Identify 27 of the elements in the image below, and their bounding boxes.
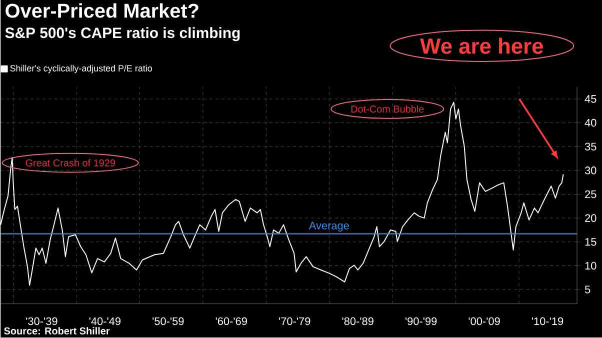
x-tick-label: '70-'79: [279, 318, 310, 326]
legend-label: Shiller's cyclically-adjusted P/E ratio: [10, 65, 152, 74]
y-tick-label: 30: [584, 166, 596, 174]
x-tick-label: '80-'89: [342, 318, 374, 326]
y-tick-label: 10: [585, 262, 596, 270]
x-tick-label: '10-'19: [532, 318, 564, 326]
y-tick-label: 35: [584, 142, 596, 151]
source-note: Source: Robert Shiller: [4, 327, 110, 335]
y-tick-label: 20: [585, 214, 596, 222]
annotation: Dot-Com Bubble: [351, 105, 424, 113]
y-tick-label: 5: [584, 286, 590, 294]
y-tick-label: 25: [585, 190, 596, 198]
ref-line-label: Average: [308, 222, 349, 232]
x-tick-label: '30-'39: [26, 318, 58, 326]
y-tick-label: 15: [585, 238, 596, 246]
line-series: [0, 102, 564, 286]
y-tick-label: 40: [584, 119, 596, 127]
chart-subtitle: S&P 500's CAPE ratio is climbing: [5, 27, 240, 42]
y-tick-label: 45: [584, 95, 596, 103]
x-tick-label: '00-'09: [468, 318, 500, 326]
annotation: Great Crash of 1929: [26, 159, 115, 167]
x-tick-label: '90-'99: [406, 318, 437, 326]
text: We are here: [420, 38, 544, 54]
x-tick-label: '60-'69: [216, 318, 247, 326]
chart-title: Over-Priced Market?: [6, 3, 198, 18]
x-tick-label: '40-'49: [89, 318, 121, 326]
x-tick-label: '50-'59: [152, 318, 184, 326]
